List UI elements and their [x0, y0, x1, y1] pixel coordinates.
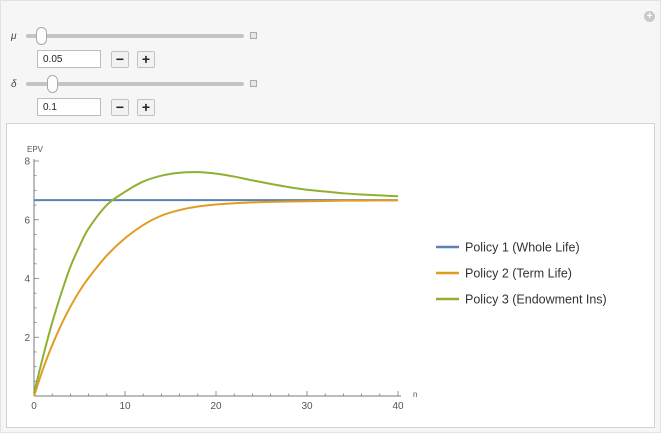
epv-chart: 0 10 20 30 40 2 4 6 8 EPV n Policy 1 (Whole Life) P… — [24, 145, 607, 412]
x-tick-label: 0 — [31, 401, 37, 412]
x-tick-label: 30 — [301, 401, 313, 412]
mu-expand-icon[interactable] — [250, 32, 257, 39]
x-tick-label: 10 — [119, 401, 131, 412]
series-line-2 — [33, 199, 399, 397]
x-tick-label: 40 — [392, 401, 404, 412]
y-tick-label: 8 — [24, 157, 30, 168]
y-tick-label: 6 — [24, 215, 30, 226]
y-axis-label: EPV — [27, 145, 44, 154]
series-line-3 — [33, 171, 399, 394]
plot-panel: 0 10 20 30 40 2 4 6 8 EPV n Policy 1 (Whole Life) P… — [6, 123, 655, 428]
legend-label-3: Policy 3 (Endowment Ins) — [465, 293, 607, 307]
plus-circle-icon[interactable]: + — [644, 11, 655, 22]
delta-slider[interactable] — [26, 82, 244, 86]
delta-increment-button[interactable]: + — [137, 99, 155, 116]
delta-label: δ — [11, 79, 17, 90]
mu-increment-button[interactable]: + — [137, 51, 155, 68]
mu-input[interactable]: 0.05 — [37, 50, 101, 68]
mu-decrement-button[interactable]: − — [111, 51, 129, 68]
y-tick-label: 2 — [24, 333, 30, 344]
x-tick-label: 20 — [210, 401, 222, 412]
mu-slider[interactable] — [26, 34, 244, 38]
delta-decrement-button[interactable]: − — [111, 99, 129, 116]
mu-label: μ — [11, 31, 17, 42]
mu-slider-thumb[interactable] — [35, 27, 47, 45]
legend-label-1: Policy 1 (Whole Life) — [465, 241, 580, 255]
delta-expand-icon[interactable] — [250, 80, 257, 87]
delta-input[interactable]: 0.1 — [37, 98, 101, 116]
delta-slider-thumb[interactable] — [46, 75, 58, 93]
y-tick-label: 4 — [24, 274, 30, 285]
legend-label-2: Policy 2 (Term Life) — [465, 267, 572, 281]
x-axis-label: n — [413, 390, 417, 399]
